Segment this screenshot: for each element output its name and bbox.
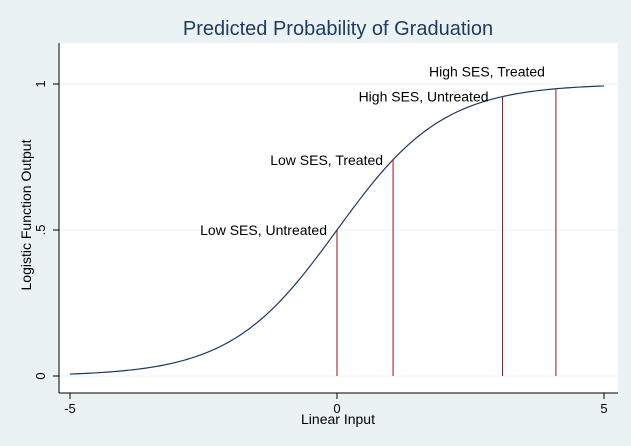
x-axis-label: Linear Input [301, 411, 375, 427]
x-tick-label-1: 0 [333, 401, 340, 416]
marker-label-1: Low SES, Treated [270, 152, 383, 168]
grid-lines [59, 83, 618, 377]
y-axis-label: Logistic Function Output [18, 139, 34, 290]
axes [58, 43, 618, 394]
marker-label-2: High SES, Untreated [359, 89, 489, 105]
y-tick-label-1: .5 [33, 225, 48, 236]
chart-title: Predicted Probability of Graduation [183, 18, 493, 40]
marker-layer: Low SES, Untreated Low SES, Treated High S… [200, 64, 557, 376]
y-tick-label-0: 0 [33, 372, 48, 379]
ticks: -5 0 5 0 .5 1 [33, 80, 608, 416]
y-tick-label-2: 1 [33, 80, 48, 87]
x-tick-label-2: 5 [600, 401, 607, 416]
x-tick-label-0: -5 [64, 401, 76, 416]
marker-label-0: Low SES, Untreated [200, 222, 327, 238]
plot-area [59, 43, 618, 393]
marker-label-3: High SES, Treated [429, 64, 545, 80]
